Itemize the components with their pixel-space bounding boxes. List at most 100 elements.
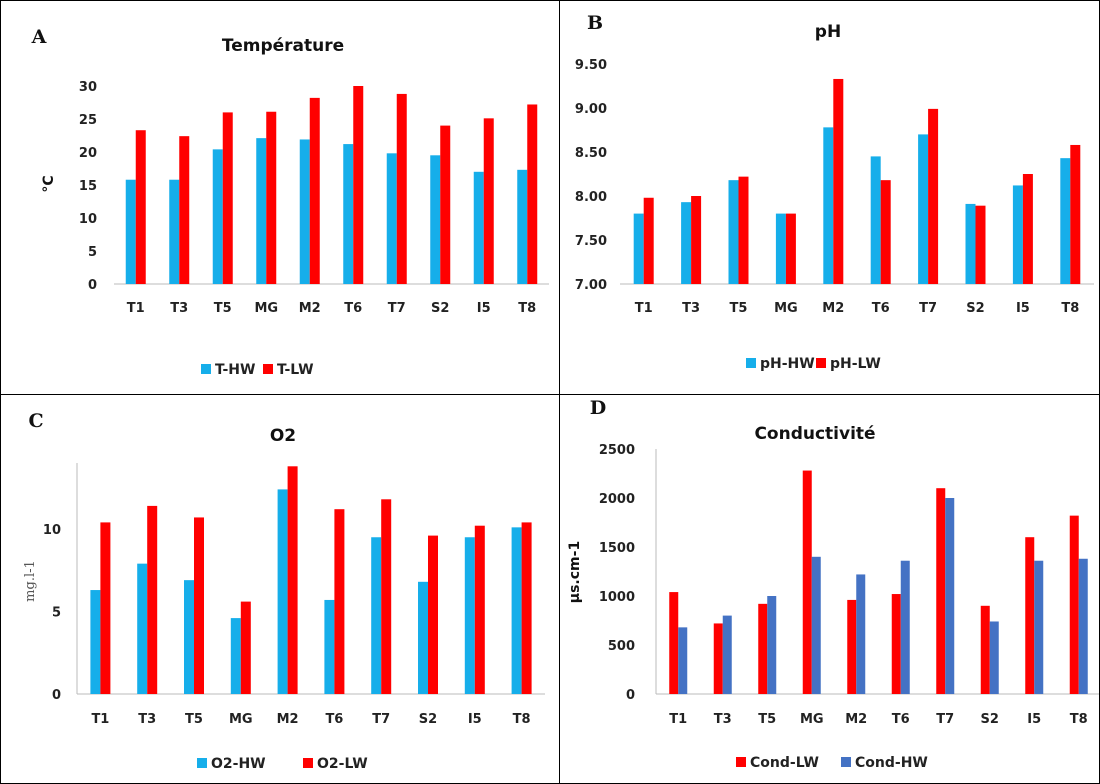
bar-o2-lw	[147, 505, 158, 694]
panel-letter: B	[587, 12, 603, 34]
bar-t-lw	[266, 111, 277, 285]
bar-cond-hw	[856, 574, 866, 694]
y-tick-label: 5	[52, 606, 61, 621]
bar-ph-hw	[1060, 158, 1071, 284]
x-tick-label: S2	[419, 712, 437, 727]
bar-ph-hw	[965, 203, 976, 284]
bar-ph-hw	[681, 202, 692, 284]
bar-t-lw	[396, 93, 407, 284]
x-tick-label: T8	[518, 301, 536, 316]
x-tick-label: T3	[170, 301, 188, 316]
bar-o2-hw	[90, 590, 101, 694]
x-tick-label: S2	[981, 712, 999, 727]
bar-o2-lw	[194, 517, 204, 694]
x-tick-label: MG	[229, 712, 253, 727]
y-tick-label: 7.00	[575, 278, 607, 293]
bar-o2-hw	[230, 618, 241, 694]
chart-body: A Température 0 5 10 15 20 25 30 °C T1 T3 T5 MG M2 T6 T7…	[31, 26, 549, 378]
x-tick-label: T5	[730, 301, 748, 316]
x-tick-label: T1	[127, 301, 145, 316]
legend-swatch	[816, 358, 826, 368]
bar-o2-lw	[428, 535, 438, 694]
bar-cond-lw	[936, 488, 946, 694]
y-tick-label: 15	[79, 179, 97, 194]
bar-o2-hw	[277, 489, 288, 694]
bar-ph-hw	[918, 134, 929, 284]
chart-title: O2	[270, 426, 296, 446]
chart-o2: C O2 0 5 10 mg.l-1 T1 T3 T5 MG M2 T6 T7 S2 I5 T8 O2-HW O2…	[23, 410, 545, 772]
x-tick-label: T3	[714, 712, 732, 727]
bar-t-hw	[343, 144, 354, 284]
y-tick-label: 0	[88, 278, 97, 293]
x-tick-label: M2	[822, 301, 844, 316]
chart-title: Température	[222, 36, 344, 56]
bar-o2-lw	[521, 522, 532, 694]
bar-o2-hw	[137, 563, 148, 694]
bar-cond-hw	[989, 621, 999, 694]
x-tick-label: T1	[669, 712, 687, 727]
bar-cond-hw	[811, 556, 821, 694]
bar-cond-lw	[1025, 537, 1035, 694]
y-tick-label: 7.50	[575, 234, 607, 249]
legend-swatch	[197, 758, 207, 768]
bar-cond-hw	[945, 498, 955, 694]
x-tick-label: T8	[513, 712, 531, 727]
legend-swatch	[841, 757, 851, 767]
bar-ph-lw	[880, 180, 891, 284]
legend-swatch	[201, 364, 211, 374]
legend-swatch	[263, 364, 273, 374]
x-tick-label: T6	[325, 712, 343, 727]
bar-cond-hw	[767, 596, 777, 694]
bar-ph-hw	[1012, 185, 1023, 284]
panel-c-o2: C O2 0 5 10 mg.l-1 T1 T3 T5 MG M2 T6 T7 S2 I5 T8 O2-HW O2…	[0, 394, 560, 784]
y-tick-label: 0	[52, 688, 61, 703]
x-tick-label: T7	[388, 301, 406, 316]
x-tick-label: T7	[919, 301, 937, 316]
bar-o2-lw	[287, 466, 298, 694]
x-tick-label: T6	[344, 301, 362, 316]
bar-t-hw	[256, 138, 267, 284]
panel-a-temperature: A Température 0 5 10 15 20 25 30 °C T1 T3 T5 MG M2 T6 T7…	[0, 0, 560, 395]
y-tick-label: 8.00	[575, 190, 607, 205]
legend-label: Cond-LW	[750, 755, 819, 771]
bar-t-lw	[135, 130, 146, 284]
bar-ph-lw	[975, 205, 986, 284]
bar-cond-lw	[1069, 515, 1079, 694]
panel-letter: D	[590, 397, 606, 419]
bar-t-hw	[299, 139, 310, 284]
bar-ph-lw	[643, 197, 654, 284]
y-tick-label: 20	[79, 146, 97, 161]
bar-ph-hw	[870, 156, 881, 284]
legend-swatch	[746, 358, 756, 368]
legend-label: T-HW	[215, 362, 255, 378]
bar-ph-lw	[738, 176, 749, 284]
bar-t-lw	[483, 118, 494, 284]
bar-cond-lw	[891, 594, 901, 694]
bar-o2-lw	[334, 509, 345, 694]
x-tick-label: T8	[1061, 301, 1079, 316]
bar-t-lw	[353, 86, 364, 284]
bar-ph-hw	[823, 127, 834, 284]
bar-cond-lw	[713, 623, 723, 694]
chart-body: C O2 0 5 10 mg.l-1 T1 T3 T5 MG M2 T6 T7 S2 I5 T8 O2-HW O2…	[23, 410, 545, 772]
y-tick-label: 10	[43, 523, 61, 538]
x-tick-label: I5	[1027, 712, 1041, 727]
y-axis-label: µs.cm-1	[567, 541, 583, 603]
chart-body: D Conductivité 0 500 1000 1500 2000 2500 µs.cm-1…	[567, 397, 1099, 771]
x-tick-label: T5	[758, 712, 776, 727]
bar-t-hw	[212, 149, 223, 284]
x-tick-label: T1	[635, 301, 653, 316]
bar-t-lw	[527, 104, 538, 284]
x-tick-label: T3	[682, 301, 700, 316]
chart-title: Conductivité	[754, 424, 875, 444]
legend-label: O2-LW	[317, 756, 368, 772]
bar-t-hw	[473, 171, 484, 284]
bar-o2-hw	[324, 599, 335, 694]
y-tick-label: 1000	[599, 590, 635, 605]
bar-o2-lw	[381, 499, 392, 694]
bar-t-hw	[386, 153, 397, 284]
y-tick-label: 5	[88, 245, 97, 260]
bar-cond-lw	[669, 592, 679, 694]
